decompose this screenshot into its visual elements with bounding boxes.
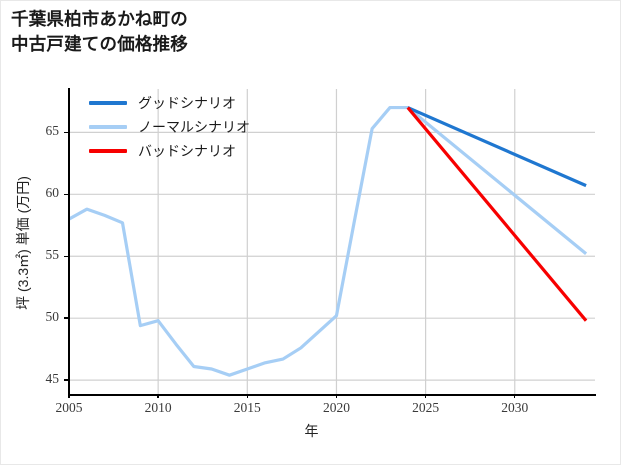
- y-axis-title: 坪 (3.3㎡) 単価 (万円): [15, 176, 31, 310]
- x-tick-mark: [514, 394, 516, 398]
- x-tick-mark: [335, 394, 338, 398]
- series-line-good: [407, 106, 587, 188]
- y-tick-mark: [64, 193, 68, 195]
- x-axis-line: [68, 394, 596, 396]
- legend-color-swatch: [89, 101, 127, 105]
- x-tick-mark: [68, 394, 70, 398]
- x-tick-label: 2020: [322, 400, 350, 415]
- y-tick-label: 50: [45, 309, 60, 325]
- y-tick-mark: [64, 317, 68, 319]
- y-tick-label: 60: [45, 185, 60, 201]
- chart-title: 千葉県柏市あかね町の 中古戸建ての価格推移: [11, 9, 188, 54]
- legend-label: バッドシナリオ: [138, 143, 236, 159]
- y-tick-label: 45: [45, 371, 60, 387]
- series-line-normal: [69, 105, 588, 377]
- y-tick-label: 65: [45, 123, 60, 139]
- y-tick-label: 55: [45, 247, 60, 263]
- x-tick-label: 2010: [144, 400, 172, 415]
- legend-item[interactable]: ノーマルシナリオ: [89, 115, 250, 139]
- x-tick-mark: [157, 394, 159, 398]
- legend-item[interactable]: グッドシナリオ: [89, 91, 250, 115]
- y-axis-line: [68, 88, 70, 396]
- y-tick-mark: [64, 131, 68, 134]
- legend-label: ノーマルシナリオ: [138, 119, 250, 135]
- legend-label: グッドシナリオ: [138, 95, 236, 111]
- x-tick-label: 2025: [412, 400, 440, 415]
- legend-color-swatch: [89, 149, 127, 153]
- x-tick-label: 2015: [233, 400, 261, 415]
- legend-color-swatch: [89, 125, 127, 129]
- plot-svg: [69, 89, 595, 395]
- plot-area: [69, 89, 595, 395]
- x-tick-label: 2005: [55, 400, 83, 415]
- x-axis-title: 年: [304, 423, 319, 439]
- series-line-bad: [406, 106, 588, 322]
- chart-legend: グッドシナリオ ノーマルシナリオ バッドシナリオ: [89, 91, 250, 163]
- x-tick-mark: [424, 394, 427, 398]
- legend-item[interactable]: バッドシナリオ: [89, 139, 250, 163]
- y-tick-mark: [64, 379, 68, 381]
- x-tick-label: 2030: [501, 400, 529, 415]
- y-tick-mark: [64, 255, 68, 257]
- x-tick-mark: [246, 394, 248, 398]
